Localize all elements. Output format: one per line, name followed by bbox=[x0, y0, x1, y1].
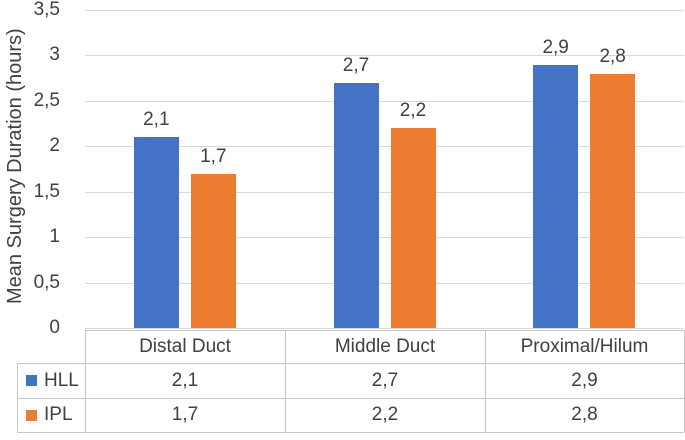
legend-label: IPL bbox=[44, 404, 73, 425]
gridline bbox=[85, 100, 684, 102]
data-table: Distal Duct Middle Duct Proximal/Hilum HLL 2… bbox=[17, 330, 685, 433]
bar-ipl-2 bbox=[590, 73, 636, 328]
bar-value-label: 1,7 bbox=[200, 145, 227, 167]
bar-ipl-1 bbox=[390, 128, 436, 328]
y-tick-label: 3,5 bbox=[33, 0, 60, 20]
table-header-cell: Middle Duct bbox=[334, 335, 436, 357]
table-border-h bbox=[17, 363, 684, 364]
table-header-cell: Proximal/Hilum bbox=[520, 335, 649, 357]
table-border-h bbox=[17, 432, 684, 433]
table-value-cell: 2,8 bbox=[571, 404, 598, 425]
gridline bbox=[85, 191, 684, 193]
bar-value-label: 2,2 bbox=[399, 100, 427, 122]
legend-cell-hll: HLL bbox=[17, 363, 85, 398]
table-border-v bbox=[85, 330, 86, 432]
legend-swatch-ipl bbox=[26, 409, 37, 421]
table-value-cell: 1,7 bbox=[171, 404, 199, 425]
table-value-cell: 2,9 bbox=[571, 369, 598, 391]
y-tick-label: 0 bbox=[49, 317, 60, 338]
bar-hll-0 bbox=[133, 137, 179, 328]
bar-value-label: 2,9 bbox=[542, 36, 569, 58]
legend-cell-ipl: IPL bbox=[17, 398, 85, 432]
y-tick-label: 1,5 bbox=[33, 180, 60, 202]
table-header-cell: Distal Duct bbox=[139, 335, 231, 357]
y-tick-label: 2 bbox=[49, 135, 60, 157]
table-border-v bbox=[17, 363, 18, 432]
y-tick-label: 3 bbox=[49, 44, 60, 66]
bar-value-label: 2,1 bbox=[143, 109, 170, 131]
bar-ipl-0 bbox=[190, 173, 236, 328]
gridline bbox=[85, 282, 684, 284]
table-border-h bbox=[17, 398, 684, 399]
table-value-cell: 2,2 bbox=[371, 404, 399, 425]
table-border-v bbox=[485, 330, 486, 432]
y-tick-label: 0,5 bbox=[33, 271, 60, 293]
y-tick-label: 2,5 bbox=[33, 89, 60, 111]
x-axis-line bbox=[85, 328, 684, 329]
legend-swatch-hll bbox=[26, 375, 37, 386]
table-border-v bbox=[285, 330, 286, 432]
bar-hll-1 bbox=[333, 82, 379, 328]
table-value-cell: 2,7 bbox=[371, 369, 399, 391]
table-value-cell: 2,1 bbox=[171, 369, 199, 391]
bar-value-label: 2,8 bbox=[599, 45, 626, 67]
legend-label: HLL bbox=[44, 369, 79, 391]
gridline bbox=[85, 237, 684, 239]
gridline bbox=[85, 55, 684, 57]
bar-hll-2 bbox=[533, 64, 579, 328]
table-border-h bbox=[85, 330, 684, 331]
gridline bbox=[85, 10, 684, 11]
y-tick-label: 1 bbox=[49, 226, 60, 248]
gridline bbox=[85, 146, 684, 148]
plot-area: 2,1 2,7 2,9 1,7 2,2 2,8 bbox=[85, 10, 684, 329]
bar-value-label: 2,7 bbox=[342, 54, 370, 76]
